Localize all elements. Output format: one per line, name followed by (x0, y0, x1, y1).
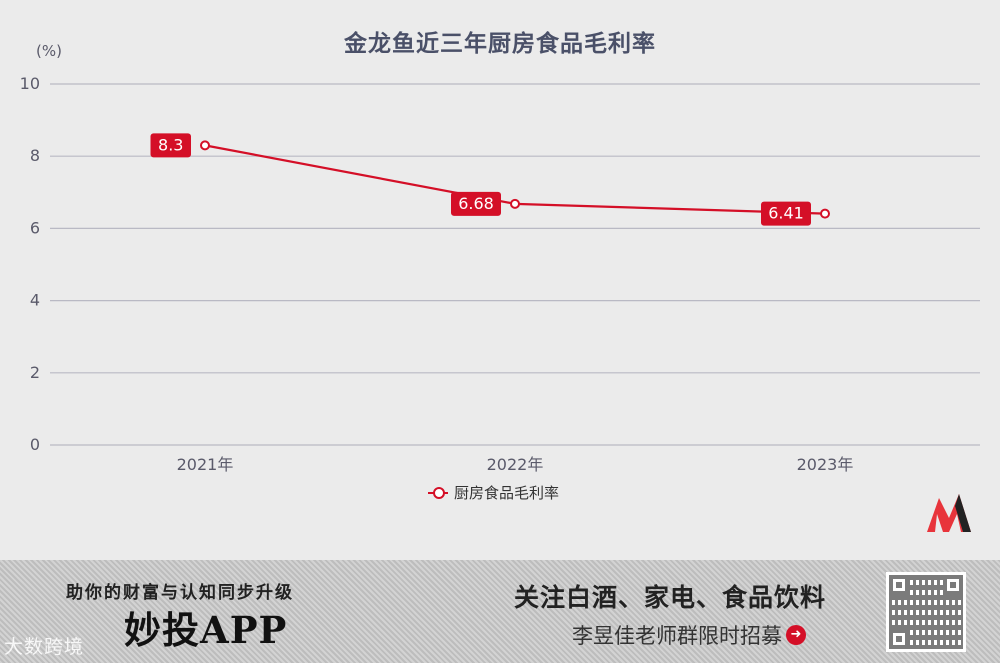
y-tick-label: 4 (30, 291, 40, 310)
banner-follow-text: 关注白酒、家电、食品饮料 (514, 583, 827, 612)
banner-recruit-link[interactable]: 李昱佳老师群限时招募 ➜ (572, 620, 806, 650)
x-tick-label: 2021年 (177, 455, 234, 474)
data-point (200, 140, 210, 151)
data-label-box (451, 191, 501, 216)
data-label-box (761, 201, 811, 226)
x-tick-label: 2022年 (487, 455, 544, 474)
legend-label: 厨房食品毛利率 (454, 484, 560, 502)
arrow-right-circle-icon: ➜ (786, 625, 806, 645)
data-label-box (150, 133, 191, 158)
data-point (510, 198, 520, 209)
y-tick-label: 6 (30, 218, 40, 237)
line-chart: 0 2 4 6 8 10 2021年 2022年 2023年 (%) 8.3 6.68 6.41 (20, 42, 980, 474)
y-unit-label: (%) (36, 42, 62, 60)
data-label: 6.41 (768, 204, 804, 223)
legend-line-marker-icon (428, 486, 448, 499)
legend: 厨房食品毛利率 (428, 482, 559, 503)
banner-recruit-text: 李昱佳老师群限时招募 (572, 624, 782, 648)
chart-title: 金龙鱼近三年厨房食品毛利率 (344, 31, 656, 57)
y-tick-label: 10 (20, 74, 40, 93)
qr-code-icon[interactable] (886, 572, 966, 652)
banner-app-name: 妙投APP (124, 608, 288, 652)
y-tick-label: 2 (30, 363, 40, 382)
data-label: 8.3 (158, 135, 183, 154)
grid-layer (50, 83, 980, 446)
x-tick-label: 2023年 (797, 455, 854, 474)
tick-layer: 0 2 4 6 8 10 2021年 2022年 2023年 (20, 74, 854, 474)
promo-banner (0, 560, 1000, 663)
data-point (820, 208, 830, 219)
brand-logo-icon (927, 494, 971, 532)
series-layer: 8.3 6.68 6.41 (150, 133, 830, 226)
y-tick-label: 0 (30, 435, 40, 454)
data-label: 6.68 (458, 194, 494, 213)
banner-slogan: 助你的财富与认知同步升级 (66, 583, 294, 603)
watermark-text: 大数跨境 (4, 636, 85, 658)
y-tick-label: 8 (30, 146, 40, 165)
chart-area: 金龙鱼近三年厨房食品毛利率 0 2 4 6 8 10 2021年 2022年 2023年 (%)… (19, 31, 980, 532)
